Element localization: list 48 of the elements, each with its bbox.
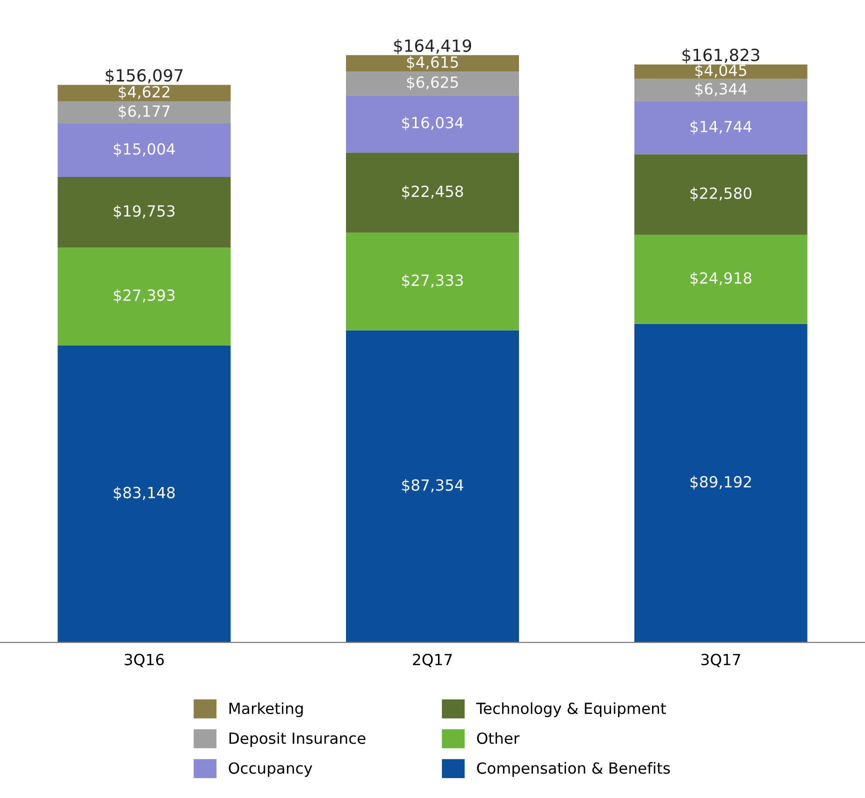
data-label: $27,393 xyxy=(114,289,175,303)
data-label: $89,192 xyxy=(690,476,751,490)
legend-label: Deposit Insurance xyxy=(229,732,366,747)
data-label: $16,034 xyxy=(402,116,464,130)
bar xyxy=(346,152,519,233)
legend-label: Occupancy xyxy=(228,762,312,777)
data-label: $4,045 xyxy=(695,64,746,78)
bar xyxy=(634,102,808,154)
data-label: $19,753 xyxy=(114,204,175,219)
bar xyxy=(58,177,231,248)
bar xyxy=(634,154,808,235)
bar xyxy=(634,64,808,79)
legend-label: Technology & Equipment xyxy=(476,702,666,718)
bar xyxy=(634,234,808,324)
x-tick-label: 2Q17 xyxy=(413,654,452,668)
bar xyxy=(346,72,519,96)
total-label: $164,419 xyxy=(394,39,472,54)
data-label: $24,918 xyxy=(690,272,752,286)
bar xyxy=(346,330,519,642)
data-label: $4,615 xyxy=(407,56,458,70)
bar xyxy=(58,84,231,102)
bar xyxy=(346,232,519,330)
bar xyxy=(58,248,231,346)
data-label: $6,177 xyxy=(118,105,170,119)
bar xyxy=(58,101,231,124)
bar xyxy=(346,95,519,153)
data-label: $22,580 xyxy=(690,187,752,201)
bar xyxy=(634,78,808,102)
x-tick-label: 3Q16 xyxy=(124,654,164,668)
data-label: $83,148 xyxy=(114,486,175,500)
legend-label: Other xyxy=(477,732,520,744)
data-label: $14,744 xyxy=(690,120,752,134)
legend-label: Marketing xyxy=(229,702,303,718)
data-label: $87,354 xyxy=(402,479,464,493)
legend-label: Compensation & Benefits xyxy=(477,762,670,777)
bar xyxy=(634,324,808,642)
data-label: $27,333 xyxy=(402,274,463,288)
data-label: $6,344 xyxy=(695,82,747,97)
data-label: $6,625 xyxy=(407,76,458,90)
x-tick-label: 3Q17 xyxy=(701,654,740,668)
data-label: $4,622 xyxy=(118,86,170,100)
total-label: $161,823 xyxy=(682,48,760,64)
data-label: $22,458 xyxy=(402,185,464,200)
data-label: $15,004 xyxy=(114,142,175,157)
bar xyxy=(58,345,231,642)
total-label: $156,097 xyxy=(106,68,183,84)
bar xyxy=(58,123,231,178)
bar xyxy=(346,55,519,72)
